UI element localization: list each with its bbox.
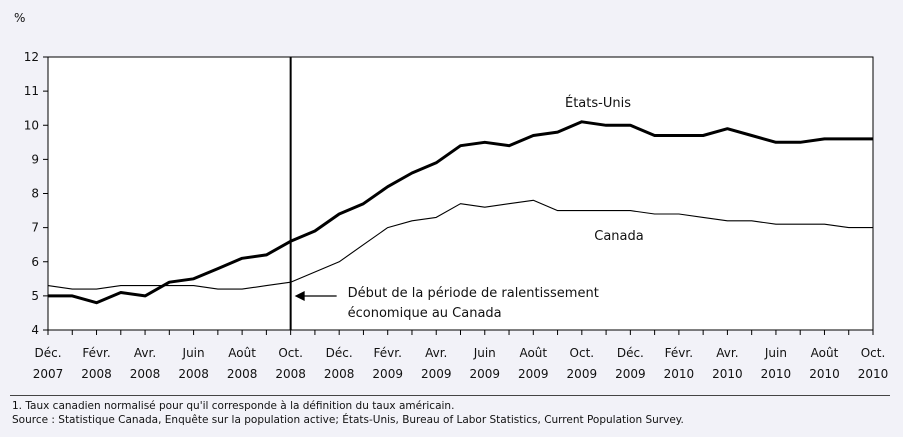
x-tick-label-year: 2010	[761, 367, 792, 381]
y-tick-label: 5	[31, 289, 39, 303]
y-tick-label: 7	[31, 221, 39, 235]
y-tick-label: 9	[31, 152, 39, 166]
x-tick-label-month: Févr.	[665, 346, 693, 360]
y-axis-unit-label: %	[14, 11, 25, 25]
annotation: Début de la période de ralentissement éc…	[289, 57, 599, 330]
y-tick-label: 10	[24, 118, 39, 132]
y-tick-label: 8	[31, 187, 39, 201]
x-tick-label-year: 2008	[130, 367, 161, 381]
x-tick-label-year: 2010	[664, 367, 695, 381]
series-line-etats-unis	[48, 120, 873, 305]
y-tick-label: 12	[24, 50, 39, 64]
annotation-text-line2: économique au Canada	[348, 306, 502, 321]
x-tick-label-year: 2008	[178, 367, 209, 381]
x-tick-label-year: 2010	[712, 367, 743, 381]
x-tick-label-year: 2007	[33, 367, 64, 381]
y-axis: 4 5 6 7 8 9 10 11 12	[24, 50, 48, 337]
x-tick-label-year: 2009	[469, 367, 500, 381]
x-tick-label-month: Oct.	[570, 346, 595, 360]
source-note: Source : Statistique Canada, Enquête sur…	[12, 414, 684, 426]
footnote-1: 1. Taux canadien normalisé pour qu'il co…	[12, 400, 455, 412]
x-tick-label-month: Août	[519, 346, 547, 360]
x-tick-label-year: 2008	[275, 367, 306, 381]
annotation-text-line1: Début de la période de ralentissement	[348, 286, 599, 301]
x-tick-label-month: Oct.	[278, 346, 303, 360]
x-tick-label-month: Févr.	[82, 346, 110, 360]
series-line-canada	[47, 199, 873, 290]
x-tick-label-year: 2008	[227, 367, 258, 381]
x-tick-label-year: 2009	[421, 367, 452, 381]
footnote-divider	[10, 395, 890, 396]
x-tick-label-year: 2008	[81, 367, 112, 381]
plot-area	[47, 56, 874, 331]
x-tick-label-month: Déc.	[326, 346, 353, 360]
x-axis: Déc. 2007 Févr. 2008 Avr. 2008 Juin 2008 Août 200…	[33, 330, 889, 381]
series-layer: États-Unis Canada	[47, 95, 873, 305]
y-tick-label: 4	[31, 323, 39, 337]
x-tick-label-month: Juin	[764, 346, 787, 360]
x-tick-label-year: 2008	[324, 367, 355, 381]
x-tick-label-year: 2009	[615, 367, 646, 381]
x-tick-label-month: Avr.	[134, 346, 156, 360]
x-tick-label-month: Févr.	[374, 346, 402, 360]
y-tick-label: 6	[31, 255, 39, 269]
x-tick-label-month: Déc.	[34, 346, 61, 360]
series-label-etats-unis: États-Unis	[565, 95, 631, 111]
x-tick-label-month: Août	[811, 346, 839, 360]
annotation-arrow-head	[294, 291, 305, 301]
footnotes: 1. Taux canadien normalisé pour qu'il co…	[12, 399, 892, 427]
x-tick-label-year: 2009	[372, 367, 403, 381]
x-tick-label-month: Avr.	[716, 346, 738, 360]
y-tick-label: 11	[24, 84, 39, 98]
x-tick-label-year: 2009	[518, 367, 549, 381]
x-tick-label-year: 2010	[858, 367, 889, 381]
x-tick-label-month: Déc.	[617, 346, 644, 360]
x-tick-label-year: 2009	[567, 367, 598, 381]
x-tick-label-month: Juin	[473, 346, 496, 360]
x-tick-label-month: Août	[228, 346, 256, 360]
unemployment-rate-chart: % 4 5 6 7 8 9 10 11 12 Déc. 2007 Févr. 2008 Avr. 2008…	[14, 11, 889, 381]
x-tick-label-month: Avr.	[425, 346, 447, 360]
x-tick-label-year: 2010	[809, 367, 840, 381]
x-tick-label-month: Oct.	[861, 346, 886, 360]
series-label-canada: Canada	[594, 229, 643, 244]
x-tick-label-month: Juin	[182, 346, 205, 360]
